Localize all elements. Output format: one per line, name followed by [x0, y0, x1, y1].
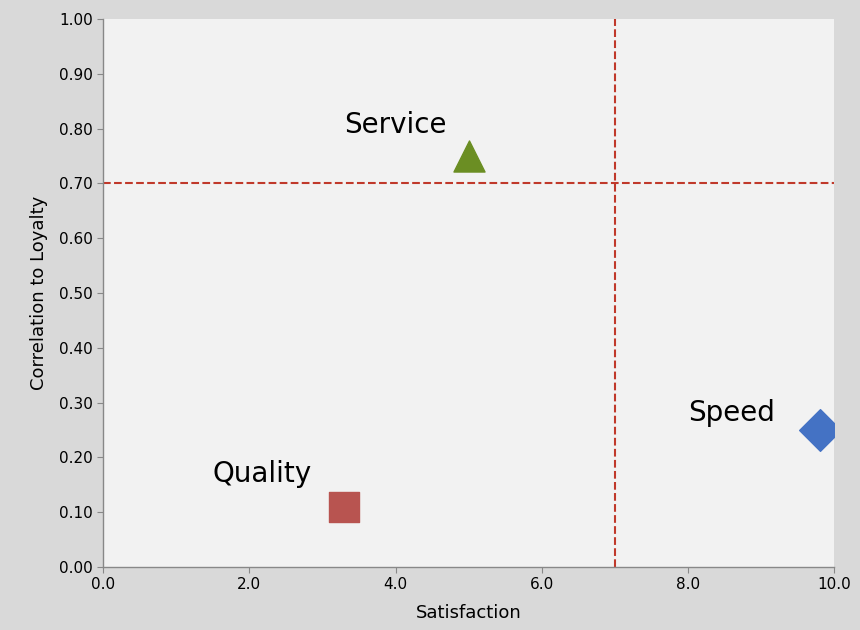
Text: Speed: Speed: [688, 399, 775, 427]
Point: [813, 425, 826, 435]
Point: [462, 151, 476, 161]
Y-axis label: Correlation to Loyalty: Correlation to Loyalty: [30, 196, 48, 390]
Point: [337, 501, 351, 512]
Text: Service: Service: [344, 112, 447, 139]
Text: Quality: Quality: [213, 459, 312, 488]
X-axis label: Satisfaction: Satisfaction: [416, 604, 521, 622]
